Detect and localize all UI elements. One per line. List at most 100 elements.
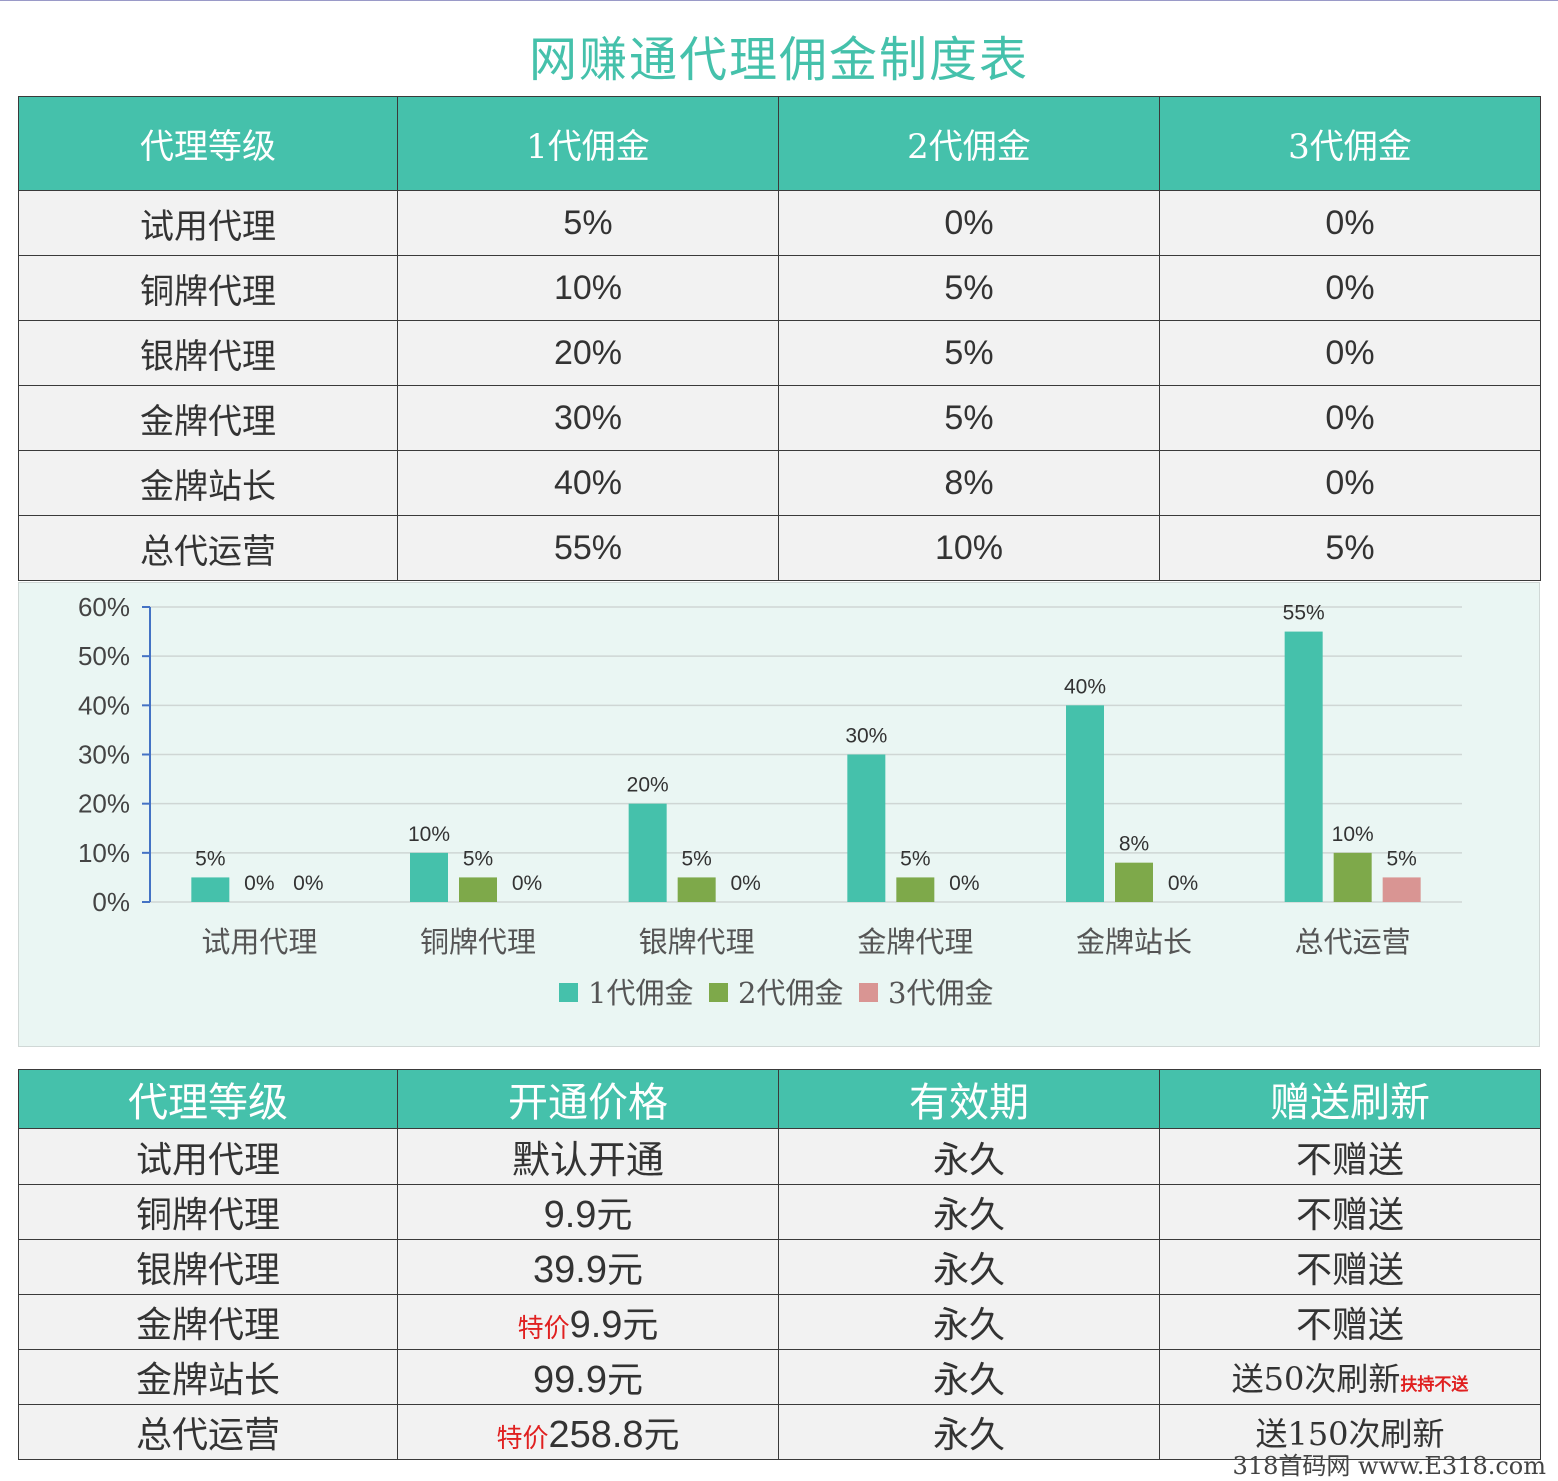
legend-label: 1代佣金 [588, 976, 693, 1010]
bar [1333, 852, 1372, 902]
gift-cell: 不赠送 [1159, 1128, 1541, 1185]
gen1-cell: 5% [397, 190, 779, 256]
gift-note: 扶持不送 [1400, 1375, 1469, 1395]
gen1-cell: 30% [397, 385, 779, 451]
table-row: 金牌代理 特价9.9元 永久 不赠送 [18, 1294, 1541, 1350]
level-cell: 银牌代理 [18, 1239, 398, 1295]
header-price: 开通价格 [397, 1069, 779, 1129]
legend-label: 2代佣金 [738, 976, 843, 1010]
level-cell: 金牌站长 [18, 450, 398, 516]
bar [628, 803, 667, 902]
price-unit: 元 [643, 1415, 680, 1456]
table-row: 试用代理 5% 0% 0% [18, 190, 1541, 256]
price-value: 39.9 [533, 1249, 607, 1291]
bar [410, 852, 448, 902]
gen2-cell: 5% [778, 320, 1160, 386]
gen3-cell: 0% [1159, 190, 1541, 256]
header-gen2: 2代佣金 [778, 96, 1160, 191]
level-cell: 总代运营 [18, 1404, 398, 1460]
table-row: 金牌站长 99.9元 永久 送50次刷新扶持不送 [18, 1349, 1541, 1405]
x-tick-label: 铜牌代理 [420, 925, 536, 959]
bar [1382, 877, 1421, 902]
table-row: 金牌站长 40% 8% 0% [18, 450, 1541, 516]
validity-cell: 永久 [778, 1239, 1160, 1295]
price-unit: 元 [596, 1195, 633, 1236]
table-row: 银牌代理 39.9元 永久 不赠送 [18, 1239, 1541, 1295]
gift-cell: 送150次刷新 [1159, 1404, 1541, 1460]
price-unit: 元 [606, 1250, 643, 1291]
gen3-cell: 0% [1159, 320, 1541, 386]
header-level: 代理等级 [18, 96, 398, 191]
commission-table: 代理等级 1代佣金 2代佣金 3代佣金 试用代理 5% 0% 0% 铜牌代理 1… [18, 96, 1541, 581]
data-label: 0% [244, 872, 274, 895]
price-prefix: 特价 [517, 1314, 570, 1344]
y-tick-label: 30% [78, 740, 130, 770]
price-unit: 元 [622, 1305, 659, 1346]
level-cell: 铜牌代理 [18, 1184, 398, 1240]
legend-label: 3代佣金 [888, 976, 993, 1010]
data-label: 40% [1064, 675, 1106, 698]
y-tick-label: 50% [78, 641, 130, 671]
table-row: 金牌代理 30% 5% 0% [18, 385, 1541, 451]
gen3-cell: 0% [1159, 255, 1541, 321]
gift-text: 送150次刷新 [1255, 1415, 1445, 1453]
data-label: 0% [293, 872, 323, 895]
x-tick-label: 银牌代理 [639, 925, 755, 959]
price-value: 99.9 [533, 1359, 607, 1401]
data-label: 0% [949, 872, 979, 895]
gift-text: 不赠送 [1295, 1305, 1404, 1346]
chart-svg: 0% 10% 20% 30% 40% 50% 60% 5% 0% 0% 试用代理 10% 5% 0% 铜牌代… [78, 592, 1462, 1010]
table-row: 总代运营 特价258.8元 永久 送150次刷新 [18, 1404, 1541, 1460]
commission-chart: 0% 10% 20% 30% 40% 50% 60% 5% 0% 0% 试用代理 10% 5% 0% 铜牌代… [18, 582, 1540, 1047]
bar [847, 754, 886, 902]
gift-cell: 不赠送 [1159, 1294, 1541, 1350]
level-cell: 金牌代理 [18, 385, 398, 451]
level-cell: 金牌代理 [18, 1294, 398, 1350]
price-value: 9.9 [569, 1304, 623, 1346]
header-level: 代理等级 [18, 1069, 398, 1129]
price-table: 代理等级 开通价格 有效期 赠送刷新 试用代理 默认开通 永久 不赠送 铜牌代理… [18, 1069, 1541, 1460]
data-label: 5% [195, 847, 225, 870]
gift-cell: 不赠送 [1159, 1239, 1541, 1295]
price-value: 默认开通 [511, 1138, 664, 1182]
table-row: 铜牌代理 9.9元 永久 不赠送 [18, 1184, 1541, 1240]
data-label: 5% [900, 847, 930, 870]
x-tick-label: 试用代理 [201, 925, 317, 959]
page-title: 网赚通代理佣金制度表 [528, 32, 1029, 88]
gen3-cell: 5% [1159, 515, 1541, 581]
price-cell: 9.9元 [397, 1184, 779, 1240]
bar [191, 877, 230, 902]
data-label: 55% [1283, 602, 1325, 625]
level-cell: 银牌代理 [18, 320, 398, 386]
gift-cell: 送50次刷新扶持不送 [1159, 1349, 1541, 1405]
x-tick-label: 总代运营 [1295, 925, 1411, 959]
y-tick-label: 20% [78, 789, 130, 819]
header-gift: 赠送刷新 [1159, 1069, 1541, 1129]
data-label: 30% [845, 725, 887, 748]
level-cell: 试用代理 [18, 1128, 398, 1185]
price-prefix: 特价 [496, 1424, 549, 1454]
price-unit: 元 [606, 1360, 643, 1401]
commission-header-row: 代理等级 1代佣金 2代佣金 3代佣金 [18, 96, 1541, 191]
bar [1284, 631, 1323, 902]
table-row: 试用代理 默认开通 永久 不赠送 [18, 1128, 1541, 1185]
gift-text: 不赠送 [1295, 1139, 1404, 1181]
price-value: 9.9 [543, 1194, 597, 1236]
legend-swatch [559, 983, 578, 1002]
legend-swatch [859, 983, 878, 1002]
price-cell: 特价9.9元 [397, 1294, 779, 1350]
price-cell: 默认开通 [397, 1128, 779, 1185]
bar [896, 877, 935, 902]
data-label: 0% [1168, 872, 1198, 895]
table-row: 总代运营 55% 10% 5% [18, 515, 1541, 581]
gen1-cell: 20% [397, 320, 779, 386]
data-label: 5% [463, 847, 493, 870]
header-gen1: 1代佣金 [397, 96, 779, 191]
x-tick-label: 金牌站长 [1076, 925, 1192, 959]
bar [677, 877, 716, 902]
level-cell: 总代运营 [18, 515, 398, 581]
price-cell: 39.9元 [397, 1239, 779, 1295]
gen1-cell: 10% [397, 255, 779, 321]
y-tick-label: 60% [78, 592, 130, 622]
validity-cell: 永久 [778, 1404, 1160, 1460]
